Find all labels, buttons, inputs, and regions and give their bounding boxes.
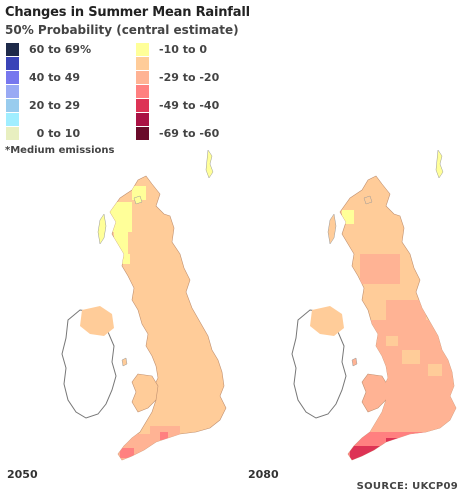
- legend-swatch: [6, 126, 19, 140]
- shetland: [435, 150, 444, 179]
- wales: [361, 373, 389, 413]
- legend-item: 0 to 10: [6, 126, 80, 140]
- wales: [131, 373, 159, 413]
- legend-item: -29 to -20: [136, 70, 219, 84]
- legend-label: 20 to 29: [29, 98, 81, 112]
- legend-label: -29 to -20: [159, 70, 220, 84]
- northern-ireland: [310, 306, 344, 336]
- legend-item: [136, 84, 159, 98]
- legend-label: -49 to -40: [159, 98, 220, 112]
- legend-swatch: [6, 70, 19, 84]
- map-subtitle: 50% Probability (central estimate): [5, 23, 239, 37]
- legend-swatch: [6, 112, 19, 126]
- south-dry-band: [116, 426, 226, 460]
- legend-item: [6, 56, 29, 70]
- legend-swatch: [6, 98, 19, 112]
- map-2050-svg: [61, 150, 227, 461]
- legend-swatch: [6, 42, 19, 56]
- yellow-patches: [110, 186, 146, 264]
- legend-swatch: [136, 70, 149, 84]
- hebrides: [327, 213, 337, 245]
- legend-item: 60 to 69%: [6, 42, 91, 56]
- legend-label: -69 to -60: [159, 126, 220, 140]
- legend-item: -10 to 0: [136, 42, 207, 56]
- legend-item: [136, 56, 159, 70]
- legend-swatch: [6, 56, 19, 70]
- emissions-note: *Medium emissions: [5, 145, 115, 156]
- hebrides: [97, 213, 107, 245]
- legend-item: -49 to -40: [136, 98, 219, 112]
- map-2050: [60, 150, 240, 470]
- legend: 60 to 69% -10 to 0 40 to 49 -29 to -20 20 to…: [6, 42, 266, 142]
- orkney: [363, 195, 373, 205]
- legend-swatch: [6, 84, 19, 98]
- map-title: Changes in Summer Mean Rainfall: [5, 5, 250, 20]
- legend-item: [136, 112, 159, 126]
- legend-item: [6, 112, 29, 126]
- legend-swatch: [136, 126, 149, 140]
- map-2080: [290, 150, 466, 470]
- legend-swatch: [136, 56, 149, 70]
- shetland: [205, 150, 214, 179]
- legend-swatch: [136, 112, 149, 126]
- isle-of-man: [121, 357, 128, 367]
- legend-label: 60 to 69%: [29, 42, 92, 56]
- legend-item: [6, 84, 29, 98]
- legend-item: -69 to -60: [136, 126, 219, 140]
- legend-label: -10 to 0: [159, 42, 208, 56]
- isle-of-man: [351, 357, 358, 367]
- map-2080-svg: [291, 150, 457, 461]
- northern-ireland: [80, 306, 114, 336]
- legend-item: 20 to 29: [6, 98, 80, 112]
- legend-swatch: [136, 42, 149, 56]
- legend-swatch: [136, 98, 149, 112]
- legend-label: 40 to 49: [29, 70, 81, 84]
- legend-item: 40 to 49: [6, 70, 80, 84]
- source-credit: SOURCE: UKCP09: [356, 481, 458, 492]
- year-label-2050: 2050: [7, 468, 38, 481]
- orkney: [133, 195, 143, 205]
- year-label-2080: 2080: [248, 468, 279, 481]
- legend-label: 0 to 10: [29, 126, 81, 140]
- legend-swatch: [136, 84, 149, 98]
